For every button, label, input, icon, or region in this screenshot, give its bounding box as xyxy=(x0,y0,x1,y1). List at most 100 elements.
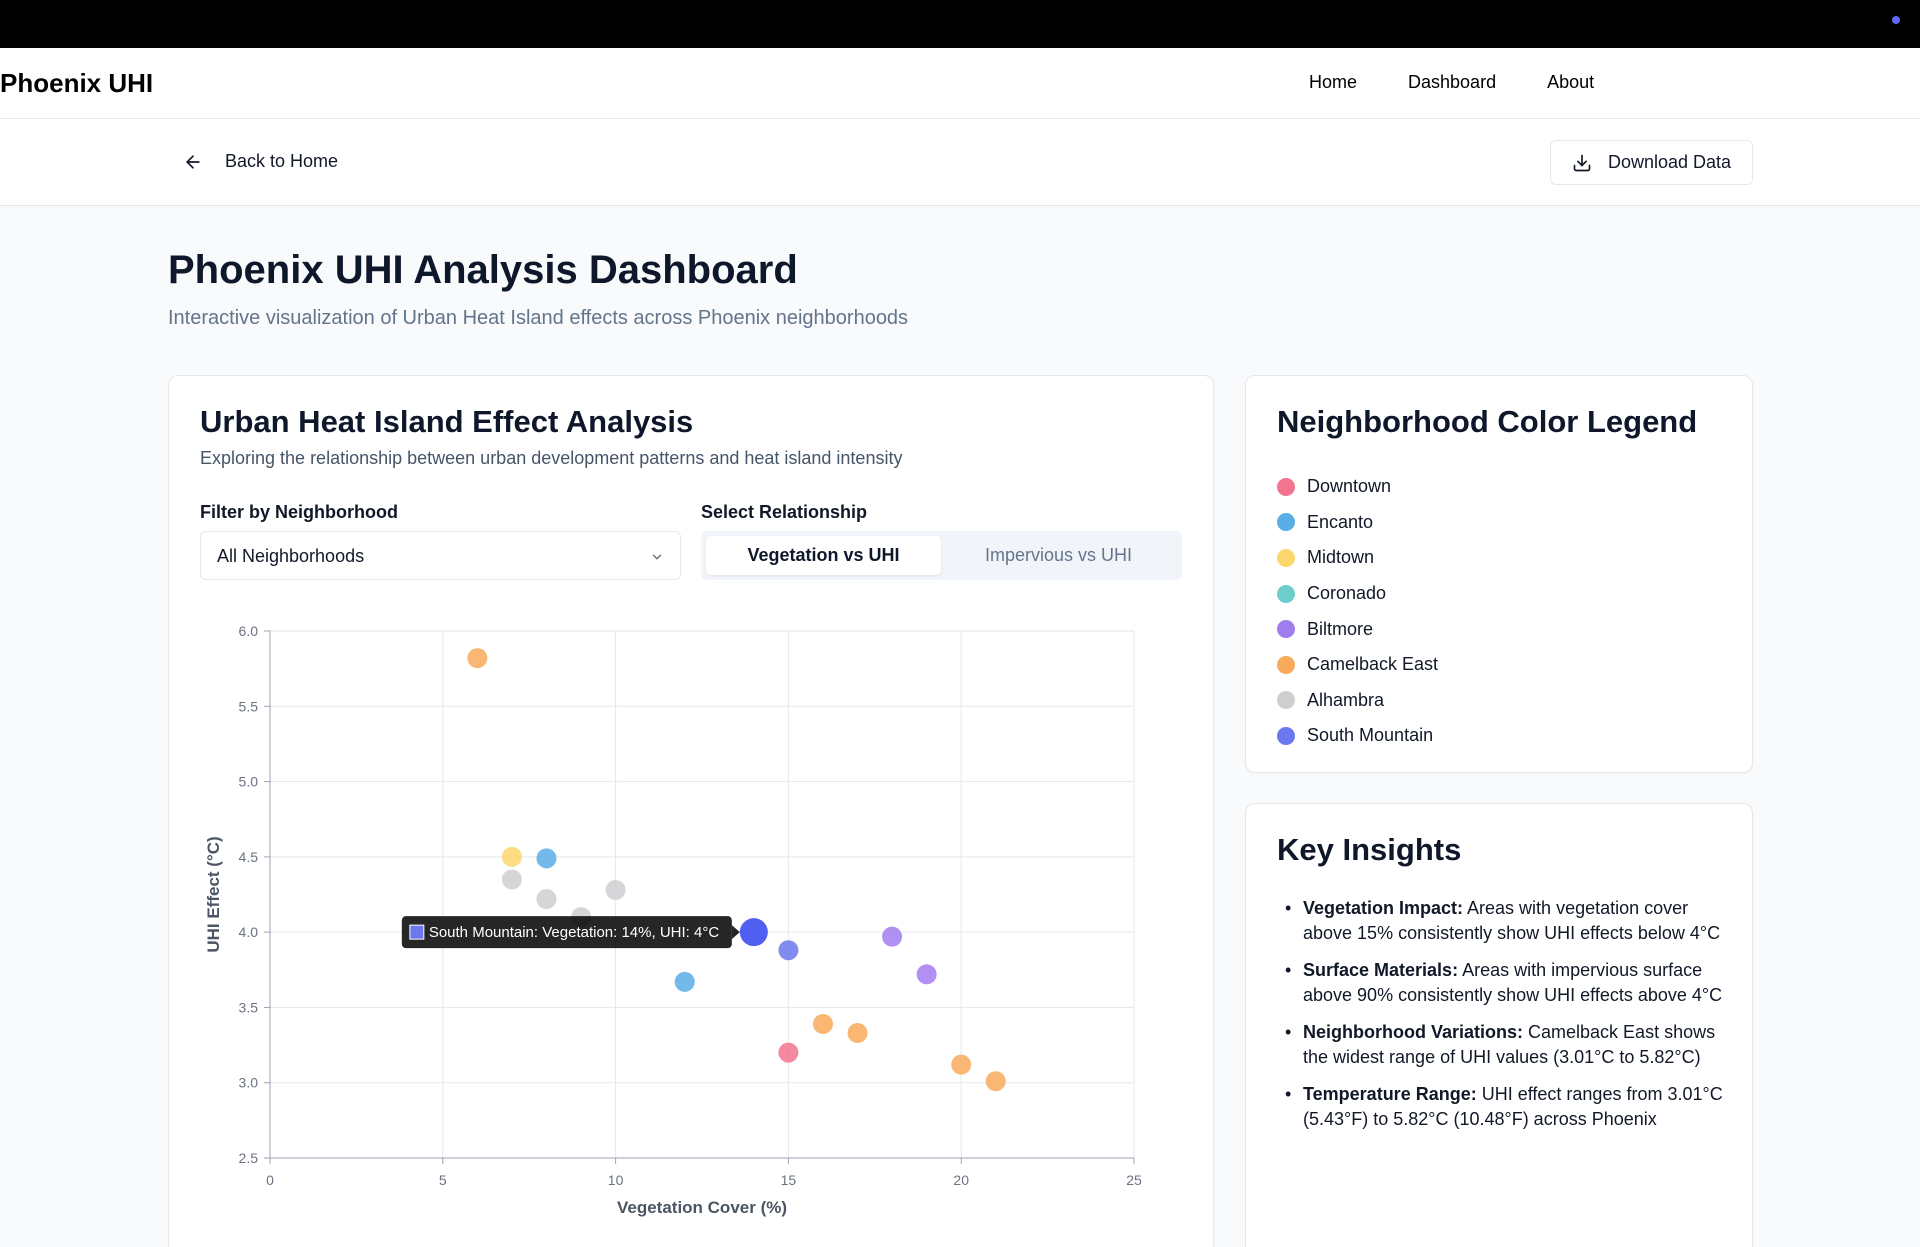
neighborhood-select-value: All Neighborhoods xyxy=(217,546,365,566)
tooltip-arrow xyxy=(731,925,740,940)
legend-item: Camelback East xyxy=(1277,647,1438,683)
data-point[interactable] xyxy=(536,889,557,910)
page-title: Phoenix UHI Analysis Dashboard xyxy=(168,248,798,292)
legend-item: South Mountain xyxy=(1277,718,1438,754)
data-point[interactable] xyxy=(739,918,768,947)
insights-title: Key Insights xyxy=(1277,832,1462,867)
relationship-label: Select Relationship xyxy=(701,502,868,522)
insights-card: Key Insights Vegetation Impact: Areas wi… xyxy=(1245,803,1753,1247)
legend-item: Biltmore xyxy=(1277,611,1438,647)
legend-item: Coronado xyxy=(1277,576,1438,612)
data-point[interactable] xyxy=(951,1054,972,1075)
insight-item: Neighborhood Variations: Camelback East … xyxy=(1277,1020,1727,1070)
data-point[interactable] xyxy=(985,1071,1006,1092)
tab-vegetation-vs-uhi[interactable]: Vegetation vs UHI xyxy=(706,536,941,575)
sub-header: Back to Home Download Data xyxy=(0,119,1920,206)
insight-text: Areas with vegetation cover above 15% co… xyxy=(1303,898,1721,943)
nav-link-dashboard[interactable]: Dashboard xyxy=(1408,72,1497,92)
data-point[interactable] xyxy=(501,869,522,890)
analysis-subtitle: Exploring the relationship between urban… xyxy=(200,448,903,468)
scatter-chart: 2.5 3.0 3.5 4.0 4.5 5.0 5.5 6.0 0 5 10 15 20 25 Vegeta… xyxy=(204,623,1142,1217)
legend-item: Alhambra xyxy=(1277,683,1438,719)
legend-card: Neighborhood Color Legend Downtown Encant… xyxy=(1245,375,1753,773)
legend-swatch xyxy=(1277,620,1295,639)
arrow-left-icon xyxy=(186,154,200,169)
back-label: Back to Home xyxy=(225,151,339,171)
x-tick-label: 20 xyxy=(953,1172,969,1188)
download-icon xyxy=(1573,154,1591,171)
data-point[interactable] xyxy=(812,1013,833,1034)
tooltip-text: South Mountain: Vegetation: 14%, UHI: 4°… xyxy=(429,924,720,941)
nav-link-about[interactable]: About xyxy=(1547,72,1595,92)
x-tick-label: 0 xyxy=(266,1172,274,1188)
legend-item: Downtown xyxy=(1277,469,1438,505)
data-point[interactable] xyxy=(674,971,695,992)
y-tick-label: 6.0 xyxy=(239,623,259,639)
y-tick-label: 5.5 xyxy=(239,698,259,714)
x-axis-label: Vegetation Cover (%) xyxy=(617,1198,787,1217)
y-axis-label: UHI Effect (°C) xyxy=(204,836,223,952)
data-point[interactable] xyxy=(501,846,522,867)
download-label: Download Data xyxy=(1607,152,1732,172)
y-tick-label: 2.5 xyxy=(239,1150,259,1166)
x-tick-label: 10 xyxy=(608,1172,624,1188)
data-point[interactable] xyxy=(605,879,626,900)
page-subtitle: Interactive visualization of Urban Heat … xyxy=(168,307,909,329)
legend-label: South Mountain xyxy=(1307,725,1434,746)
x-tick-label: 15 xyxy=(781,1172,797,1188)
legend-label: Midtown xyxy=(1307,547,1375,568)
download-data-button[interactable]: Download Data xyxy=(1550,140,1753,185)
legend-swatch xyxy=(1277,726,1295,745)
y-tick-label: 4.5 xyxy=(239,849,259,865)
data-point[interactable] xyxy=(847,1023,868,1044)
nav-links: Home Dashboard About xyxy=(1309,72,1645,93)
legend-swatch xyxy=(1277,477,1295,496)
legend-label: Downtown xyxy=(1307,476,1392,497)
tooltip-box xyxy=(401,916,732,949)
legend-label: Encanto xyxy=(1307,511,1374,532)
insight-text: Areas with impervious surface above 90% … xyxy=(1303,960,1723,1005)
analysis-title: Urban Heat Island Effect Analysis xyxy=(200,404,694,439)
legend-title: Neighborhood Color Legend xyxy=(1277,404,1698,439)
data-point[interactable] xyxy=(536,848,557,869)
navbar: Phoenix UHI Home Dashboard About xyxy=(0,48,1920,119)
data-point[interactable] xyxy=(778,1042,799,1063)
legend-swatch xyxy=(1277,691,1295,710)
insight-heading: Surface Materials: xyxy=(1303,960,1459,980)
chart-tooltip: South Mountain: Vegetation: 14%, UHI: 4°… xyxy=(401,916,740,949)
neighborhood-select[interactable]: All Neighborhoods xyxy=(200,531,681,580)
y-tick-label: 3.5 xyxy=(239,999,259,1015)
data-point[interactable] xyxy=(882,926,903,947)
insight-text: Camelback East shows the widest range of… xyxy=(1303,1022,1716,1067)
y-tick-label: 4.0 xyxy=(239,924,259,940)
data-point[interactable] xyxy=(916,964,937,985)
data-point[interactable] xyxy=(467,648,488,669)
insight-heading: Temperature Range: xyxy=(1303,1084,1477,1104)
legend-list: Downtown Encanto Midtown Coronado Biltmore Ca… xyxy=(1277,469,1438,754)
insight-heading: Neighborhood Variations: xyxy=(1303,1022,1524,1042)
legend-swatch xyxy=(1277,548,1295,567)
x-tick-label: 25 xyxy=(1126,1172,1142,1188)
insights-list: Vegetation Impact: Areas with vegetation… xyxy=(1277,896,1727,1144)
legend-label: Biltmore xyxy=(1307,618,1374,639)
legend-label: Coronado xyxy=(1307,583,1387,604)
legend-item: Midtown xyxy=(1277,540,1438,576)
back-to-home-link[interactable]: Back to Home xyxy=(183,151,338,172)
tab-impervious-vs-uhi[interactable]: Impervious vs UHI xyxy=(984,545,1133,565)
y-tick-label: 3.0 xyxy=(239,1075,259,1091)
legend-label: Camelback East xyxy=(1307,654,1439,675)
y-tick-label: 5.0 xyxy=(239,774,259,790)
legend-swatch xyxy=(1277,513,1295,532)
legend-swatch xyxy=(1277,655,1295,674)
filter-label: Filter by Neighborhood xyxy=(200,502,398,522)
insight-item: Temperature Range: UHI effect ranges fro… xyxy=(1277,1082,1727,1132)
insight-item: Surface Materials: Areas with impervious… xyxy=(1277,958,1727,1008)
system-top-bar xyxy=(0,0,1920,48)
data-point[interactable] xyxy=(778,940,799,961)
legend-label: Alhambra xyxy=(1307,689,1385,710)
nav-link-home[interactable]: Home xyxy=(1309,72,1358,92)
chevron-down-icon xyxy=(652,554,662,560)
insight-item: Vegetation Impact: Areas with vegetation… xyxy=(1277,896,1727,946)
brand-logo[interactable]: Phoenix UHI xyxy=(0,68,154,98)
tooltip-swatch xyxy=(409,924,425,940)
